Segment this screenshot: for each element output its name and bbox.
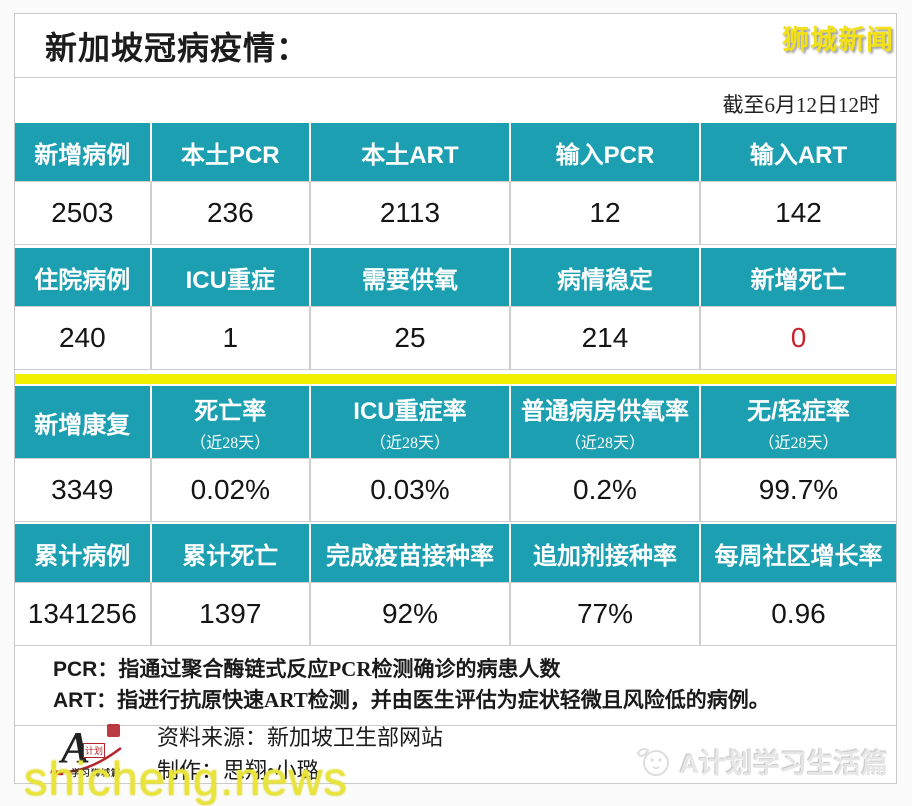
value-cell: 214 xyxy=(510,307,699,369)
col-header: 普通病房供氧率 （近28天） xyxy=(510,386,699,458)
credits-block: 资料来源：新加坡卫生部网站 制作：思翔•小璐 xyxy=(157,721,443,787)
note-text: ：指进行抗原快速ART检测，并由医生评估为症状轻微且风险低的病例。 xyxy=(96,688,770,713)
value-cell: 142 xyxy=(701,182,896,244)
logo-plan-text: 计划 xyxy=(83,743,106,759)
infographic-card: 新加坡冠病疫情： 狮城新闻 截至6月12日12时 新增病例 本土PCR 本土AR… xyxy=(14,13,897,784)
value-cell: 236 xyxy=(151,182,309,244)
col-header: 累计病例 xyxy=(15,524,150,582)
footer: A 计划 学习狮城篇 资料来源：新加坡卫生部网站 制作：思翔•小璐 xyxy=(15,723,896,784)
header-row-cumulative: 累计病例 累计死亡 完成疫苗接种率 追加剂接种率 每周社区增长率 xyxy=(15,524,896,582)
value-cell: 240 xyxy=(15,307,150,369)
col-header: 每周社区增长率 xyxy=(701,524,896,582)
value-cell: 0.96 xyxy=(701,583,896,645)
col-header: 输入PCR xyxy=(510,123,699,181)
col-header: 住院病例 xyxy=(15,248,150,306)
value-row-rates: 3349 0.02% 0.03% 0.2% 99.7% xyxy=(15,458,896,522)
source-line: 资料来源：新加坡卫生部网站 xyxy=(157,725,444,751)
value-cell: 0.03% xyxy=(310,459,509,521)
mascot-icon xyxy=(636,747,669,776)
col-header: 完成疫苗接种率 xyxy=(310,524,509,582)
note-text: ：指通过聚合酶链式反应PCR检测确诊的病患人数 xyxy=(97,657,561,681)
channel-watermark: A计划学习生活篇 xyxy=(632,742,889,781)
value-cell: 12 xyxy=(510,182,699,244)
col-header: 死亡率 （近28天） xyxy=(151,386,309,458)
value-cell: 1397 xyxy=(151,583,309,645)
value-cell: 99.7% xyxy=(701,459,896,521)
col-header-label: 死亡率 xyxy=(194,398,267,425)
channel-watermark-text: A计划学习生活篇 xyxy=(679,749,889,779)
value-cell: 1 xyxy=(151,307,309,369)
col-header: 本土ART xyxy=(310,123,509,181)
col-header: 追加剂接种率 xyxy=(510,524,699,582)
col-header-label: 无/轻症率 xyxy=(747,398,850,425)
value-row-new-cases: 2503 236 2113 12 142 xyxy=(15,181,896,245)
page-title: 新加坡冠病疫情： xyxy=(45,29,310,66)
col-header-label: 新增康复 xyxy=(34,411,131,439)
brand-logo-text: 狮城新闻 xyxy=(782,25,894,55)
yellow-divider xyxy=(15,374,896,384)
credit-line: 制作：思翔•小璐 xyxy=(157,758,319,784)
red-swoosh-icon xyxy=(50,747,122,776)
col-header: 输入ART xyxy=(701,123,896,181)
col-header: 新增死亡 xyxy=(701,248,896,306)
col-subheader: （近28天） xyxy=(190,435,271,452)
col-header: 病情稳定 xyxy=(510,248,699,306)
col-header: ICU重症率 （近28天） xyxy=(310,386,509,458)
value-cell: 92% xyxy=(310,583,509,645)
header-row-hospital: 住院病例 ICU重症 需要供氧 病情稳定 新增死亡 xyxy=(15,248,896,306)
a-plan-logo: A 计划 学习狮城篇 xyxy=(49,723,145,780)
note-art: ART：指进行抗原快速ART检测，并由医生评估为症状轻微且风险低的病例。 xyxy=(53,685,876,716)
col-header-label: 普通病房供氧率 xyxy=(520,398,689,425)
col-header: 新增病例 xyxy=(15,123,150,181)
col-header: 无/轻症率 （近28天） xyxy=(701,386,896,458)
value-cell: 0.2% xyxy=(510,459,699,521)
note-term: ART xyxy=(53,689,97,713)
col-header: 需要供氧 xyxy=(310,248,509,306)
site-watermark: shicheng.news xyxy=(24,752,348,805)
value-row-cumulative: 1341256 1397 92% 77% 0.96 xyxy=(15,582,896,646)
title-bar: 新加坡冠病疫情： 狮城新闻 xyxy=(15,14,896,78)
value-cell: 77% xyxy=(510,583,699,645)
col-subheader: （近28天） xyxy=(758,435,839,452)
value-cell: 2503 xyxy=(15,182,150,244)
value-cell: 1341256 xyxy=(15,583,150,645)
value-cell: 25 xyxy=(310,307,509,369)
value-cell: 3349 xyxy=(15,459,150,521)
col-header: 新增康复 xyxy=(15,386,150,458)
col-header-label: ICU重症率 xyxy=(353,398,467,425)
col-header: 本土PCR xyxy=(151,123,309,181)
logo-caption: 学习狮城篇 xyxy=(71,768,122,779)
col-header: ICU重症 xyxy=(151,248,309,306)
header-row-new-cases: 新增病例 本土PCR 本土ART 输入PCR 输入ART xyxy=(15,123,896,181)
value-cell-deaths: 0 xyxy=(701,307,896,369)
value-cell: 0.02% xyxy=(151,459,309,521)
red-seal-stamp-icon xyxy=(107,724,120,738)
value-cell: 2113 xyxy=(310,182,509,244)
col-subheader: （近28天） xyxy=(564,435,645,452)
as-of-date: 截至6月12日12时 xyxy=(722,93,881,117)
header-row-rates: 新增康复 死亡率 （近28天） ICU重症率 （近28天） 普通病房供氧率 （近… xyxy=(15,386,896,458)
definition-notes: PCR：指通过聚合酶链式反应PCR检测确诊的病患人数 ART：指进行抗原快速AR… xyxy=(15,646,896,726)
value-row-hospital: 240 1 25 214 0 xyxy=(15,306,896,370)
note-pcr: PCR：指通过聚合酶链式反应PCR检测确诊的病患人数 xyxy=(53,654,876,685)
col-header: 累计死亡 xyxy=(151,524,309,582)
col-subheader: （近28天） xyxy=(369,435,450,452)
note-term: PCR xyxy=(53,658,98,681)
